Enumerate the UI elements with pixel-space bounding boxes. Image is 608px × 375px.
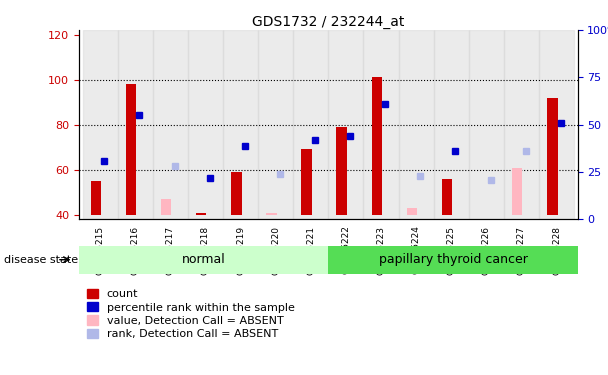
Bar (539, 30, 574, 219)
Bar (371, 77, 382, 215)
Bar (223, 30, 258, 219)
Text: normal: normal (182, 253, 226, 266)
Legend: count, percentile rank within the sample, value, Detection Call = ABSENT, rank, : count, percentile rank within the sample… (85, 287, 297, 341)
Bar (118, 30, 153, 219)
Bar (153, 30, 188, 219)
Bar (266, 213, 277, 215)
Bar (442, 179, 452, 215)
Bar (469, 30, 504, 219)
Bar (188, 30, 223, 219)
Bar (196, 213, 207, 215)
Bar (83, 30, 118, 219)
Bar (126, 84, 136, 215)
Bar (336, 127, 347, 215)
Text: disease state: disease state (4, 255, 78, 265)
Bar (364, 30, 398, 219)
Bar (91, 181, 101, 215)
Title: GDS1732 / 232244_at: GDS1732 / 232244_at (252, 15, 404, 29)
Bar (512, 168, 522, 215)
Text: papillary thyroid cancer: papillary thyroid cancer (379, 253, 527, 266)
Bar (504, 30, 539, 219)
Bar (434, 30, 469, 219)
Bar (302, 150, 312, 215)
Bar (293, 30, 328, 219)
Bar (258, 30, 293, 219)
Bar (79, 246, 328, 274)
Bar (407, 208, 417, 215)
Bar (328, 246, 578, 274)
Bar (547, 98, 558, 215)
Bar (161, 199, 171, 215)
Bar (398, 30, 434, 219)
Bar (231, 172, 241, 215)
Bar (328, 30, 364, 219)
